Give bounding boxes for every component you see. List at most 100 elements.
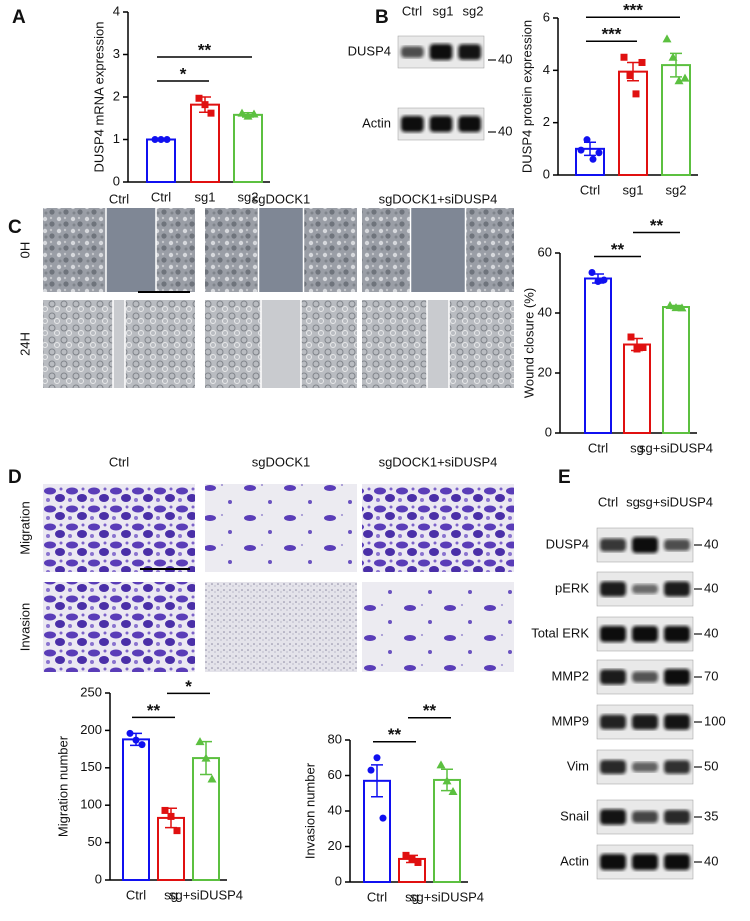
data-point bbox=[665, 301, 675, 309]
blot-band bbox=[429, 116, 453, 132]
blot-band bbox=[600, 760, 626, 774]
bar bbox=[662, 306, 690, 434]
x-tick-label: sg bbox=[405, 889, 419, 904]
blot-band bbox=[458, 116, 481, 132]
data-point bbox=[201, 101, 209, 109]
y-axis-label: Invasion number bbox=[302, 762, 317, 859]
data-point bbox=[588, 269, 596, 276]
lane-label: Ctrl bbox=[402, 3, 422, 18]
significance-label: *** bbox=[623, 1, 643, 20]
blot-row-label: Total ERK bbox=[531, 625, 589, 640]
bar bbox=[433, 778, 461, 883]
wound-gap bbox=[427, 300, 449, 388]
marker-label: 35 bbox=[704, 808, 718, 823]
column-label: sgDOCK1+siDUSP4 bbox=[379, 454, 498, 469]
panel-label: B bbox=[375, 7, 389, 28]
data-point bbox=[436, 760, 446, 769]
bar bbox=[190, 103, 220, 183]
bar bbox=[192, 757, 220, 881]
data-point bbox=[173, 827, 181, 835]
y-tick-label: 250 bbox=[80, 684, 102, 699]
bar bbox=[122, 738, 150, 881]
error-bar bbox=[670, 52, 682, 78]
marker-label: 100 bbox=[704, 713, 726, 728]
blot-band bbox=[600, 538, 626, 552]
significance-label: ** bbox=[198, 40, 212, 59]
row-label: Invasion bbox=[17, 603, 32, 651]
row-label: Migration bbox=[17, 501, 32, 554]
blot-row-label: MMP2 bbox=[551, 668, 589, 683]
marker-label: 40 bbox=[704, 580, 718, 595]
wound-gap bbox=[258, 208, 304, 292]
data-point bbox=[662, 34, 672, 43]
data-point bbox=[442, 776, 452, 785]
data-point bbox=[680, 73, 690, 82]
panel-label: C bbox=[8, 217, 22, 238]
data-point bbox=[243, 111, 253, 120]
significance-label: * bbox=[180, 64, 187, 83]
marker-label: 70 bbox=[704, 668, 718, 683]
lane-label: sg bbox=[626, 494, 640, 509]
x-tick-label: sg2 bbox=[666, 182, 687, 197]
blot-band bbox=[429, 44, 453, 60]
marker-label: 40 bbox=[704, 536, 718, 551]
y-axis-label: DUSP4 mRNA expression bbox=[91, 22, 106, 173]
row-label: 24H bbox=[17, 332, 32, 356]
blot-band bbox=[632, 626, 658, 642]
data-point bbox=[600, 276, 608, 284]
blot-band bbox=[664, 854, 690, 870]
x-tick-label: sg+siDUSP4 bbox=[169, 887, 243, 902]
data-point bbox=[408, 855, 416, 863]
blot-row-label: pERK bbox=[555, 580, 589, 595]
x-tick-label: sg2 bbox=[238, 189, 259, 204]
blot-band bbox=[664, 810, 690, 824]
x-tick-label: sg1 bbox=[623, 182, 644, 197]
data-point bbox=[195, 94, 203, 102]
blot-band bbox=[664, 626, 690, 642]
y-tick-label: 0 bbox=[95, 871, 102, 886]
y-axis-label: Migration number bbox=[55, 735, 70, 837]
blot-band bbox=[600, 854, 626, 870]
wound-gap bbox=[410, 208, 466, 292]
blot-row-label: DUSP4 bbox=[348, 43, 391, 58]
y-tick-label: 100 bbox=[80, 797, 102, 812]
data-point bbox=[620, 53, 628, 61]
bar bbox=[623, 343, 651, 434]
blot-band bbox=[600, 714, 626, 730]
significance-label: ** bbox=[423, 701, 437, 720]
blot-band bbox=[401, 116, 424, 132]
y-axis-label: Wound closure (%) bbox=[521, 288, 536, 398]
blot-row-label: Actin bbox=[560, 853, 589, 868]
data-point bbox=[237, 108, 247, 117]
y-tick-label: 60 bbox=[328, 767, 342, 782]
data-point bbox=[167, 812, 175, 820]
y-tick-label: 50 bbox=[88, 834, 102, 849]
marker-label: 40 bbox=[498, 51, 512, 66]
y-tick-label: 3 bbox=[113, 46, 120, 61]
y-tick-label: 0 bbox=[335, 873, 342, 888]
column-label: sgDOCK1 bbox=[252, 454, 311, 469]
blot-band bbox=[632, 537, 658, 553]
data-point bbox=[138, 741, 146, 749]
y-tick-label: 0 bbox=[543, 166, 550, 181]
blot-band bbox=[600, 581, 626, 597]
y-tick-label: 4 bbox=[113, 3, 120, 18]
significance-label: ** bbox=[611, 240, 625, 259]
blot-band bbox=[632, 584, 658, 594]
micrograph bbox=[205, 582, 357, 672]
data-point bbox=[207, 774, 217, 783]
y-tick-label: 20 bbox=[538, 364, 552, 379]
bar bbox=[233, 113, 263, 183]
y-tick-label: 0 bbox=[545, 424, 552, 439]
data-point bbox=[632, 90, 640, 98]
data-point bbox=[668, 52, 678, 61]
data-point bbox=[379, 814, 387, 822]
column-label: sgDOCK1 bbox=[252, 191, 311, 206]
data-point bbox=[195, 737, 205, 746]
data-point bbox=[671, 303, 681, 312]
wound-gap bbox=[261, 300, 301, 388]
data-point bbox=[163, 136, 171, 143]
y-tick-label: 2 bbox=[543, 114, 550, 129]
x-tick-label: sg+siDUSP4 bbox=[639, 440, 713, 455]
